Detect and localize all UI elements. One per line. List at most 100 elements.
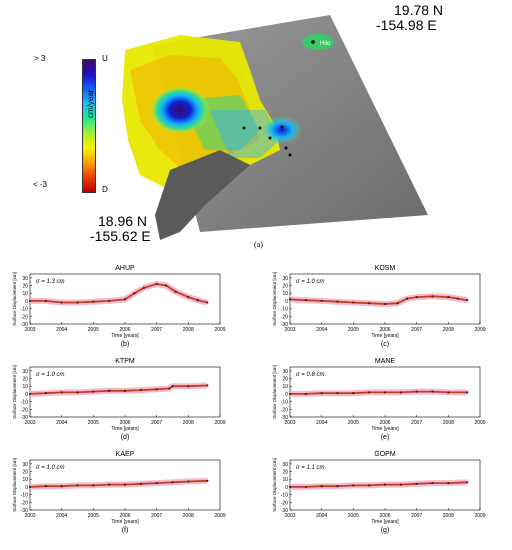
y-axis-label-kaep: Surface Displacement [cm] xyxy=(12,458,17,512)
series-line-mane xyxy=(290,390,468,395)
data-point-mane xyxy=(352,392,355,395)
y-tick-label-mane: 0 xyxy=(285,392,288,398)
x-tick-label-kaep: 2009 xyxy=(214,513,225,519)
data-point-kosm xyxy=(368,302,371,305)
y-tick-label-mane: -10 xyxy=(281,400,288,406)
sigma-label-ahup: σ = 1.3 cm xyxy=(36,279,64,285)
x-tick-label-kaep: 2003 xyxy=(24,513,35,519)
data-point-mane xyxy=(336,392,339,395)
coord-top-lon: -154.98 E xyxy=(376,17,437,33)
y-tick-label-kosm: -10 xyxy=(281,307,288,313)
data-point-ktpm xyxy=(171,385,174,388)
data-point-kosm xyxy=(456,297,459,300)
data-point-ahup xyxy=(123,298,127,301)
x-tick-label-kosm: 2003 xyxy=(284,327,295,333)
data-point-kaep xyxy=(187,480,190,483)
x-tick-label-kosm: 2005 xyxy=(348,327,359,333)
data-point-ahup xyxy=(206,301,209,304)
y-tick-label-kaep: -10 xyxy=(21,493,28,499)
data-point-mane xyxy=(415,390,418,393)
y-tick-label-kosm: 30 xyxy=(282,276,288,282)
data-point-mane xyxy=(320,392,323,395)
data-point-mane xyxy=(288,392,292,396)
data-point-ktpm xyxy=(76,391,79,394)
data-point-mane xyxy=(383,391,387,394)
y-axis-label-kosm: Surface Displacement [cm] xyxy=(272,272,277,326)
y-tick-label-kosm: 10 xyxy=(282,291,288,297)
x-tick-label-gopm: 2009 xyxy=(474,513,485,519)
series-line-kosm xyxy=(289,295,468,305)
coord-bottom: 18.96 N -155.62 E xyxy=(90,214,151,244)
data-point-ktpm xyxy=(155,388,158,391)
x-tick-label-ktpm: 2008 xyxy=(183,420,194,426)
data-point-kosm xyxy=(336,300,339,303)
data-point-gopm xyxy=(399,483,402,486)
data-point-ktpm xyxy=(108,389,111,392)
data-point-kosm xyxy=(406,297,409,300)
x-tick-label-ktpm: 2003 xyxy=(24,420,35,426)
y-tick-label-kosm: -20 xyxy=(281,314,288,320)
data-point-kosm xyxy=(466,299,469,302)
data-point-kosm xyxy=(415,295,418,299)
data-point-ahup xyxy=(76,301,79,304)
sigma-label-kosm: σ = 1.0 cm xyxy=(296,279,324,285)
chart-title-ktpm: KTPM xyxy=(115,358,135,365)
y-tick-label-kaep: -30 xyxy=(21,508,28,514)
x-tick-label-ahup: 2005 xyxy=(88,327,99,333)
x-tick-label-mane: 2003 xyxy=(284,420,295,426)
data-point-gopm xyxy=(466,481,469,484)
data-point-ktpm xyxy=(60,391,63,394)
data-point-gopm xyxy=(320,485,323,488)
data-point-ktpm xyxy=(168,387,171,390)
panel-label-ktpm: (d) xyxy=(121,434,130,441)
data-point-ahup xyxy=(187,295,190,299)
colorbar-bottom-value: < -3 xyxy=(33,180,48,189)
y-tick-label-gopm: -10 xyxy=(281,493,288,499)
x-tick-label-kaep: 2005 xyxy=(88,513,99,519)
data-point-mane xyxy=(431,390,434,393)
y-axis-label-mane: Surface Displacement [cm] xyxy=(272,365,277,419)
colorbar-top-value: > 3 xyxy=(34,54,46,63)
data-point-gopm xyxy=(383,483,387,486)
x-tick-label-kaep: 2007 xyxy=(151,513,162,519)
data-point-gopm xyxy=(415,482,418,485)
data-point-gopm xyxy=(304,485,307,489)
x-tick-label-mane: 2005 xyxy=(348,420,359,426)
x-tick-label-ahup: 2008 xyxy=(183,327,194,333)
x-tick-label-mane: 2007 xyxy=(411,420,422,426)
sigma-label-gopm: σ = 1.1 cm xyxy=(296,465,324,471)
y-tick-label-ahup: -30 xyxy=(21,322,28,328)
y-axis-label-ktpm: Surface Displacement [cm] xyxy=(12,365,17,419)
panel-label-ahup: (b) xyxy=(121,341,130,348)
y-tick-label-kaep: 30 xyxy=(22,462,28,468)
data-point-ktpm xyxy=(28,392,32,396)
x-axis-label-ktpm: Time [years] xyxy=(111,426,139,432)
x-tick-label-ktpm: 2004 xyxy=(56,420,67,426)
x-tick-label-kaep: 2008 xyxy=(183,513,194,519)
y-tick-label-ahup: 10 xyxy=(22,291,28,297)
x-tick-label-kosm: 2007 xyxy=(411,327,422,333)
y-tick-label-kosm: -30 xyxy=(281,322,288,328)
x-tick-label-kosm: 2004 xyxy=(316,327,327,333)
data-point-kaep xyxy=(171,481,174,484)
series-line-kaep xyxy=(29,479,208,488)
y-tick-label-ktpm: 20 xyxy=(22,377,28,383)
data-point-kosm xyxy=(304,299,307,302)
data-point-ahup xyxy=(28,299,32,303)
data-point-kaep xyxy=(44,485,47,488)
data-point-kosm xyxy=(383,302,387,306)
data-point-kaep xyxy=(92,484,95,487)
colorbar xyxy=(82,59,96,193)
station-markers xyxy=(242,125,292,157)
data-point-gopm xyxy=(288,485,292,489)
data-point-kaep xyxy=(139,482,142,485)
y-tick-label-kosm: 20 xyxy=(282,284,288,290)
data-point-ahup xyxy=(133,292,136,295)
coord-top: 19.78 N -154.98 E xyxy=(376,3,443,33)
y-tick-label-ktpm: -10 xyxy=(21,400,28,406)
data-point-ahup xyxy=(142,286,146,289)
x-tick-label-ktpm: 2007 xyxy=(151,420,162,426)
x-tick-label-mane: 2008 xyxy=(443,420,454,426)
data-point-gopm xyxy=(447,481,450,485)
data-point-kaep xyxy=(206,479,209,482)
